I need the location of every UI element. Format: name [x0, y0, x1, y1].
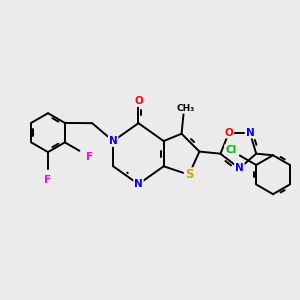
Text: S: S: [185, 168, 193, 181]
Text: N: N: [245, 128, 254, 138]
Text: F: F: [86, 152, 93, 162]
Text: N: N: [235, 164, 244, 173]
Text: O: O: [134, 96, 143, 106]
Text: Cl: Cl: [225, 145, 236, 155]
Text: N: N: [109, 136, 118, 146]
Text: N: N: [134, 179, 143, 189]
Text: O: O: [224, 128, 233, 138]
Text: CH₃: CH₃: [177, 104, 195, 113]
Text: F: F: [44, 176, 52, 185]
